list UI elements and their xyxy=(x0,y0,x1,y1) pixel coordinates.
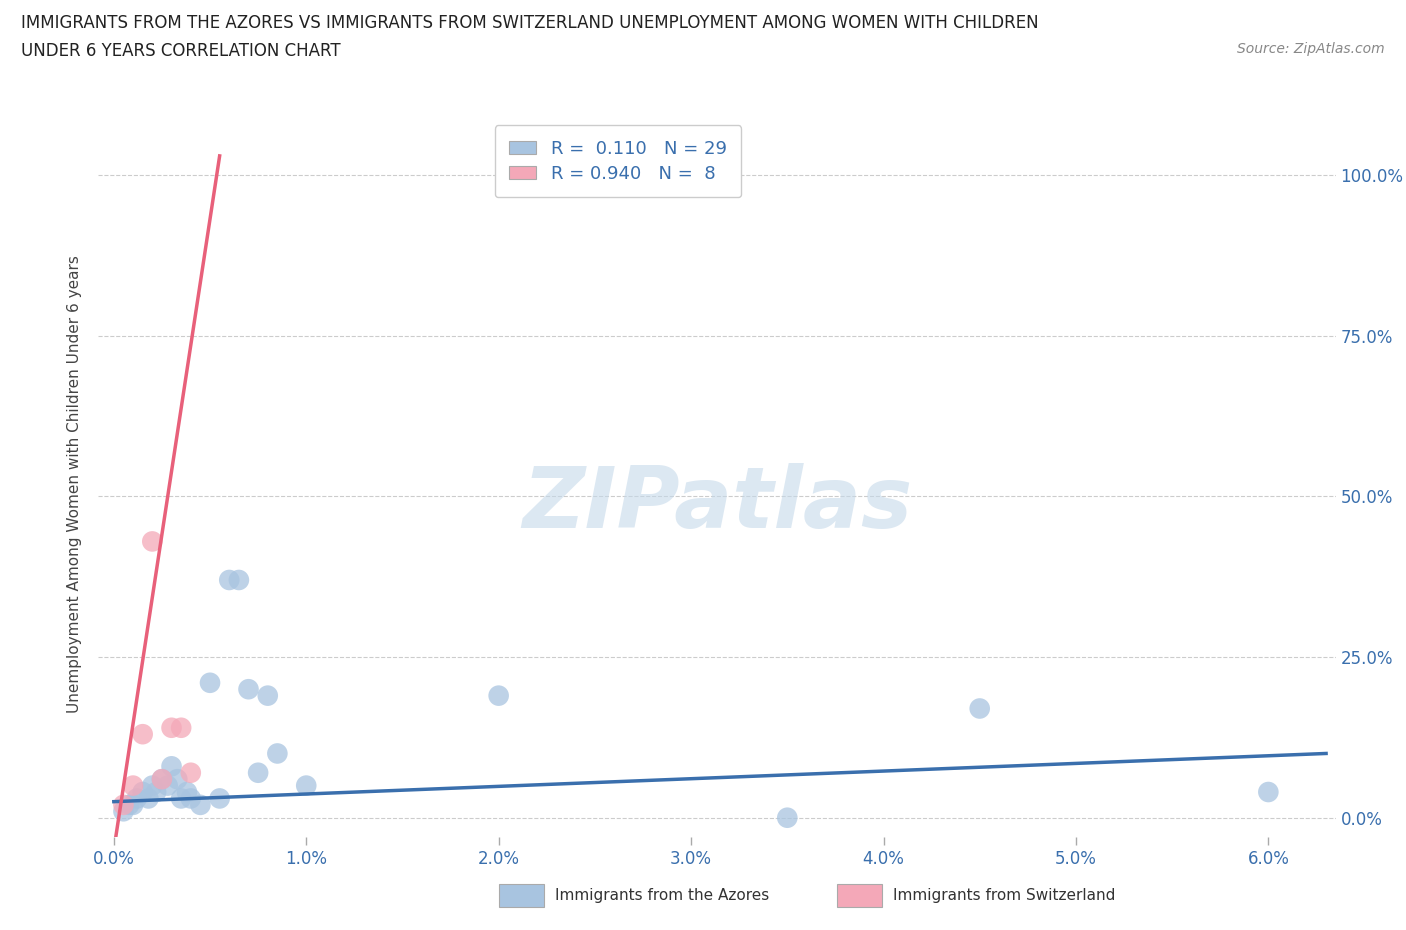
Point xyxy=(295,778,318,793)
Point xyxy=(1257,785,1279,800)
Point xyxy=(180,791,202,806)
Point xyxy=(208,791,231,806)
Point xyxy=(156,778,179,793)
Point xyxy=(141,534,163,549)
Point xyxy=(170,791,193,806)
Point xyxy=(198,675,221,690)
Point xyxy=(266,746,288,761)
Point xyxy=(180,765,202,780)
Legend: R =  0.110   N = 29, R = 0.940   N =  8: R = 0.110 N = 29, R = 0.940 N = 8 xyxy=(495,126,741,197)
Text: UNDER 6 YEARS CORRELATION CHART: UNDER 6 YEARS CORRELATION CHART xyxy=(21,42,340,60)
Text: IMMIGRANTS FROM THE AZORES VS IMMIGRANTS FROM SWITZERLAND UNEMPLOYMENT AMONG WOM: IMMIGRANTS FROM THE AZORES VS IMMIGRANTS… xyxy=(21,14,1039,32)
Point xyxy=(170,721,193,736)
Point xyxy=(118,797,141,812)
Point xyxy=(190,797,212,812)
Point xyxy=(218,573,240,588)
Point xyxy=(122,778,145,793)
Y-axis label: Unemployment Among Women with Children Under 6 years: Unemployment Among Women with Children U… xyxy=(67,255,83,712)
Point xyxy=(256,688,278,703)
Point xyxy=(238,682,260,697)
Point xyxy=(776,810,799,825)
Point xyxy=(112,804,135,818)
Point xyxy=(166,772,188,787)
Point xyxy=(131,785,153,800)
Point xyxy=(125,791,148,806)
Point xyxy=(228,573,250,588)
Point xyxy=(150,772,173,787)
Point xyxy=(145,785,167,800)
Point xyxy=(160,759,183,774)
Point xyxy=(138,791,160,806)
Text: Immigrants from the Azores: Immigrants from the Azores xyxy=(555,887,769,903)
Point xyxy=(247,765,270,780)
Point xyxy=(112,797,135,812)
Point xyxy=(488,688,510,703)
Point xyxy=(131,726,153,741)
Point xyxy=(160,721,183,736)
Point xyxy=(122,797,145,812)
Point xyxy=(176,785,198,800)
Point xyxy=(150,772,173,787)
Text: ZIPatlas: ZIPatlas xyxy=(522,463,912,546)
Point xyxy=(141,778,163,793)
Text: Source: ZipAtlas.com: Source: ZipAtlas.com xyxy=(1237,42,1385,56)
Text: Immigrants from Switzerland: Immigrants from Switzerland xyxy=(893,887,1115,903)
Point xyxy=(969,701,991,716)
